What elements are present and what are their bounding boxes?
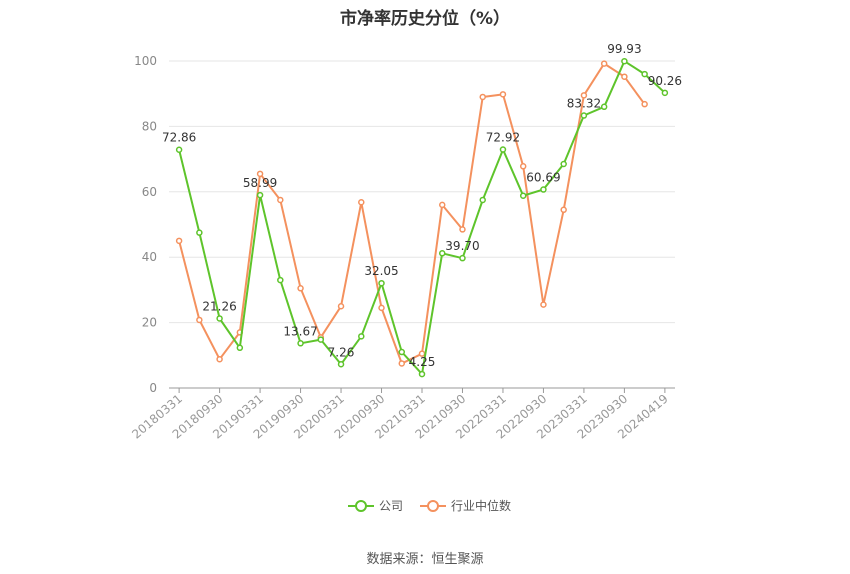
data-point [216,315,223,322]
data-point [621,73,628,80]
data-point [641,100,648,108]
chart-title: 市净率历史分位（%） [339,9,511,29]
data-point [600,60,608,67]
y-tick-label: 0 [149,381,157,395]
grid-lines [169,60,675,324]
data-point [479,93,486,101]
data-label: 99.93 [607,42,641,56]
data-point [277,196,284,204]
data-point [519,163,527,170]
data-point [378,279,385,287]
data-point [337,361,345,368]
data-label: 72.92 [486,131,520,145]
data-point [540,186,547,193]
data-point [256,191,264,199]
legend-item: 公司 [348,499,403,513]
legend-marker [355,500,367,512]
data-point [560,160,567,168]
data-point [175,146,183,153]
y-tick-label: 60 [142,185,157,199]
legend-marker [427,500,439,512]
data-label: 83.32 [567,97,601,111]
data-labels: 72.86 21.26 58.99 13.67 7.26 32.05 4.25 39.70 72… [162,42,682,369]
data-point [236,344,244,352]
x-axis: 2018033120180930201903312019093020200331… [129,387,675,442]
data-label: 58.99 [243,176,277,190]
legend-label: 公司 [379,499,403,513]
data-point [438,201,446,209]
data-label: 60.69 [526,171,560,185]
data-point [358,333,365,340]
series-lines [175,57,669,378]
data-point [560,206,567,214]
data-point [175,237,183,245]
data-point [540,301,547,308]
data-label: 4.25 [409,355,436,369]
data-point [196,316,203,324]
data-point [580,112,588,119]
data-point [641,70,648,78]
series-line [178,62,646,365]
data-source-note: 数据来源：恒生聚源 [366,552,484,567]
data-point [216,355,223,363]
data-point [297,285,304,292]
y-tick-label: 80 [142,119,157,133]
data-point [438,250,446,257]
legend-item: 行业中位数 [420,498,511,513]
data-point [277,276,284,284]
data-point [459,254,466,262]
data-point [459,226,466,233]
data-point [378,304,385,312]
data-point [519,192,527,199]
data-label: 7.26 [328,345,355,359]
data-point [398,360,406,367]
legend: 公司 行业中位数 [348,498,511,513]
data-label: 13.67 [283,324,317,338]
legend-label: 行业中位数 [451,498,511,513]
data-label: 39.70 [445,239,479,253]
data-point [600,103,608,111]
data-point [661,89,669,97]
data-point [479,196,486,204]
data-label: 90.26 [648,74,682,88]
data-point [418,370,426,378]
data-point [499,146,507,153]
y-tick-label: 100 [134,54,157,68]
y-tick-label: 20 [142,316,157,330]
data-point [317,336,325,343]
y-axis: 0 20 40 60 80 100 [134,54,157,395]
data-point [398,348,406,356]
data-point [621,57,628,65]
data-label: 21.26 [202,299,236,313]
data-point [297,340,304,347]
data-point [580,92,588,99]
data-label: 72.86 [162,131,196,145]
data-point [358,199,365,206]
data-point [256,170,264,178]
data-label: 32.05 [364,264,398,278]
data-point [337,303,345,310]
y-tick-label: 40 [142,250,157,264]
data-point [499,91,507,98]
data-point [196,229,203,236]
